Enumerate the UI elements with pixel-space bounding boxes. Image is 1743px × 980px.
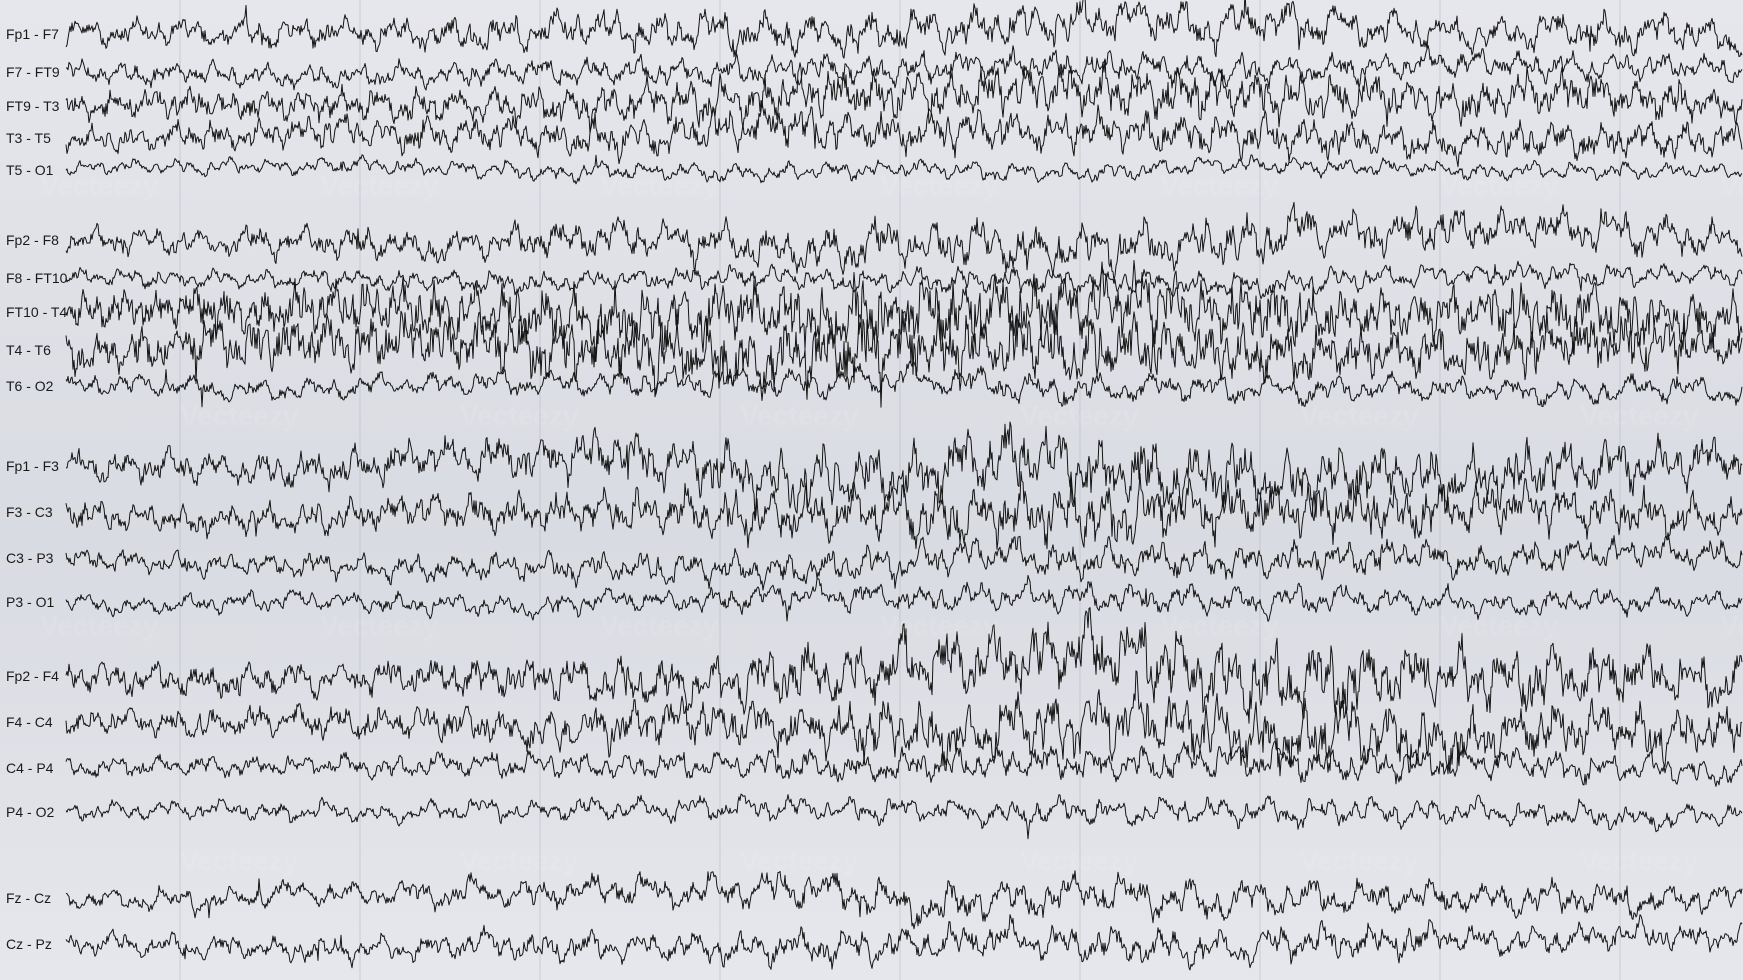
eeg-svg-canvas: Fp1 - F7F7 - FT9FT9 - T3T3 - T5T5 - O1Fp… [0,0,1743,980]
channel-label: Fp1 - F3 [6,458,59,474]
channel-label: C3 - P3 [6,550,54,566]
channel-label: F4 - C4 [6,714,53,730]
channel-label: Cz - Pz [6,936,52,952]
channel-label: F7 - FT9 [6,64,60,80]
watermark-text: Vecteezy [1160,170,1279,201]
channel-label: F3 - C3 [6,504,53,520]
watermark-text: Vecteezy [740,845,859,876]
watermark-text: Vecteezy [1580,400,1699,431]
watermark-text: Vecteezy [600,610,719,641]
watermark-text: Vecteezy [1580,845,1699,876]
watermark-text: Vecteezy [1440,610,1559,641]
watermark-text: Vecteezy [880,170,999,201]
watermark-text: Vecteezy [460,845,579,876]
channel-label: C4 - P4 [6,760,54,776]
watermark-text: Vecteezy [180,400,299,431]
watermark-text: Vecteezy [1720,610,1743,641]
watermark-text: Vecteezy [320,610,439,641]
watermark-text: Vecteezy [320,170,439,201]
channel-label: Fz - Cz [6,890,51,906]
channel-label: F8 - FT10 [6,270,68,286]
watermark-text: Vecteezy [40,610,159,641]
channel-label: Fp2 - F8 [6,232,59,248]
watermark-text: Vecteezy [180,845,299,876]
watermark-text: Vecteezy [40,170,159,201]
watermark-text: Vecteezy [880,610,999,641]
channel-label: FT10 - T4 [6,304,67,320]
watermark-text: Vecteezy [1020,400,1139,431]
watermark-text: Vecteezy [1020,845,1139,876]
watermark-text: Vecteezy [460,400,579,431]
watermark-text: Vecteezy [1300,400,1419,431]
channel-label: T6 - O2 [6,378,54,394]
channel-label: T4 - T6 [6,342,51,358]
channel-label: P4 - O2 [6,804,54,820]
watermark-text: Vecteezy [600,170,719,201]
eeg-printout: Fp1 - F7F7 - FT9FT9 - T3T3 - T5T5 - O1Fp… [0,0,1743,980]
channel-label: Fp2 - F4 [6,668,59,684]
watermark-text: Vecteezy [1300,845,1419,876]
watermark-text: Vecteezy [1160,610,1279,641]
channel-label: P3 - O1 [6,594,54,610]
watermark-text: Vecteezy [1440,170,1559,201]
watermark-text: Vecteezy [740,400,859,431]
channel-label: Fp1 - F7 [6,26,59,42]
channel-label: FT9 - T3 [6,98,60,114]
watermark-text: Vecteezy [1720,170,1743,201]
channel-label: T3 - T5 [6,130,51,146]
